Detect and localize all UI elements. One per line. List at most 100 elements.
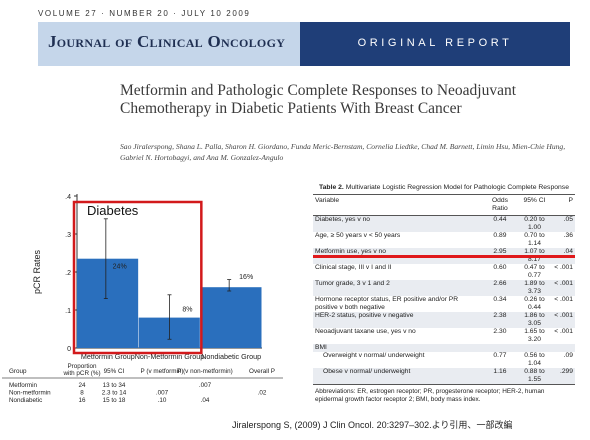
mini-header: Overall P	[249, 368, 275, 375]
cell-variable: Diabetes, yes v no	[313, 215, 483, 232]
y-tick-label: .4	[65, 194, 71, 201]
cell-p: < .001	[554, 264, 573, 271]
cell-odds-ratio: 0.34	[493, 296, 507, 303]
cell-odds-ratio: 0.44	[482, 215, 518, 232]
value-label: 8%	[182, 307, 192, 314]
col-p: P	[551, 194, 575, 216]
table-2: Table 2. Multivariate Logistic Regressio…	[313, 184, 575, 404]
diabetes-highlight-box	[72, 200, 203, 355]
citation: Jiralerspong S, (2009) J Clin Oncol. 20:…	[232, 420, 513, 430]
cell-variable: Tumor grade, 3 v 1 and 2	[313, 280, 483, 296]
mini-cell: Nondiabetic	[9, 397, 42, 404]
cell-variable: Overweight v normal/ underweight	[323, 352, 425, 359]
mini-cell: 8	[80, 390, 84, 397]
cell-p: .09	[563, 352, 573, 359]
value-label: 16%	[239, 274, 253, 281]
cell-p: .36	[563, 232, 573, 239]
cell-p: .05	[551, 215, 575, 232]
table-2-label: Table 2.	[319, 184, 344, 191]
cell-odds-ratio: 0.60	[493, 264, 507, 271]
table-2-title-text: Multivariate Logistic Regression Model f…	[345, 184, 569, 191]
cell-odds-ratio: 2.30	[493, 328, 507, 335]
table-row: Age, ≥ 50 years v < 50 years 0.89 0.70 to …	[313, 232, 575, 248]
table-row: BMI	[313, 344, 575, 352]
article-title: Metformin and Pathologic Complete Respon…	[120, 82, 517, 117]
mini-cell: 13 to 34	[103, 382, 126, 389]
cell-ci: 0.70 to 1.14	[524, 232, 545, 247]
table-row: HER-2 status, positive v negative 2.38 1.8…	[313, 312, 575, 328]
cell-ci	[517, 344, 552, 352]
table-row: Hormone receptor status, ER positive and…	[313, 296, 575, 312]
cell-ci: 0.88 to 1.55	[517, 368, 552, 385]
cell-odds-ratio: 2.66	[482, 280, 518, 296]
category-label: Nondiabetic Group	[201, 352, 261, 361]
pcr-summary-table: Group Proportion with pCR (%) 95% CI P (v me…	[0, 362, 285, 416]
metformin-highlight-line	[313, 255, 575, 258]
mini-cell: 2.3 to 14	[102, 390, 127, 397]
mini-cell: .04	[201, 397, 210, 404]
cell-ci: 1.65 to 3.20	[524, 328, 545, 343]
cell-variable: Hormone receptor status, ER positive and…	[315, 296, 459, 311]
bar	[77, 258, 139, 348]
journal-name: Journal of Clinical Oncology	[48, 32, 286, 51]
cell-p: < .001	[554, 328, 573, 335]
y-tick-label: .3	[65, 232, 71, 239]
col-ci: 95% CI	[517, 194, 552, 216]
y-tick-label: .1	[65, 308, 71, 315]
cell-variable: Clinical stage, III v I and II	[315, 264, 392, 271]
mini-cell: .007	[156, 390, 169, 397]
cell-p: < .001	[551, 280, 575, 296]
cell-p	[551, 344, 575, 352]
bar	[200, 287, 262, 348]
section-banner	[300, 22, 570, 66]
cell-ci: 1.89 to 3.73	[517, 280, 552, 296]
mini-header: 95% CI	[104, 368, 125, 375]
cell-p: .299	[551, 368, 575, 385]
mini-cell: 24	[78, 382, 86, 389]
category-label: Non-Metformin Group	[135, 352, 205, 361]
cell-variable: BMI	[313, 344, 483, 352]
mini-header: with pCR (%)	[62, 370, 100, 377]
cell-odds-ratio: 0.89	[493, 232, 507, 239]
table-row: Neoadjuvant taxane use, yes v no 2.30 1.65…	[313, 328, 575, 344]
cell-variable: HER-2 status, positive v negative	[313, 312, 483, 328]
article-authors: Sao Jiralerspong, Shana L. Palla, Sharon…	[120, 142, 566, 162]
y-tick-label: 0	[67, 346, 71, 353]
mini-cell: .02	[258, 390, 267, 397]
col-odds-ratio: Odds Ratio	[482, 194, 518, 216]
table-2-header-row: Variable Odds Ratio 95% CI P	[313, 194, 575, 216]
col-variable: Variable	[313, 194, 483, 216]
table-2-footnote: Abbreviations: ER, estrogen receptor; PR…	[313, 384, 575, 404]
table-row: Clinical stage, III v I and II 0.60 0.47 t…	[313, 264, 575, 280]
cell-odds-ratio: 0.77	[493, 352, 507, 359]
category-label: Metformin Group	[81, 352, 135, 361]
mini-header: P (v non-metformin)	[177, 368, 233, 375]
mini-cell: Metformin	[9, 382, 37, 389]
mini-cell: 15 to 18	[103, 397, 126, 404]
mini-cell: 16	[78, 397, 86, 404]
value-label: 24%	[113, 264, 127, 271]
volume-line: VOLUME 27 · NUMBER 20 · JULY 10 2009	[38, 9, 251, 18]
cell-variable: Obese v normal/ underweight	[313, 368, 483, 385]
cell-ci: 0.26 to 0.44	[524, 296, 545, 311]
table-row: Tumor grade, 3 v 1 and 2 2.66 1.89 to 3.73…	[313, 280, 575, 296]
mini-header: P (v metformin)	[141, 368, 184, 375]
cell-ci: 0.56 to 1.04	[524, 352, 545, 367]
mini-header: Proportion	[67, 363, 97, 370]
table-row: Diabetes, yes v no 0.44 0.20 to 1.00.05	[313, 215, 575, 232]
cell-ci: 0.20 to 1.00	[517, 215, 552, 232]
cell-odds-ratio: 1.16	[482, 368, 518, 385]
mini-cell: .007	[199, 382, 212, 389]
cell-odds-ratio	[482, 344, 518, 352]
y-tick-label: .2	[65, 270, 71, 277]
mini-header: Group	[9, 368, 27, 375]
mini-cell: Non-metformin	[9, 390, 51, 397]
cell-p: < .001	[554, 296, 573, 303]
table-row: Obese v normal/ underweight 1.16 0.88 to 1…	[313, 368, 575, 385]
cell-ci: 1.86 to 3.05	[517, 312, 552, 328]
table-2-title: Table 2. Multivariate Logistic Regressio…	[313, 184, 575, 192]
cell-ci: 0.47 to 0.77	[524, 264, 545, 279]
y-axis-label: pCR Rates	[32, 249, 42, 294]
section-label: ORIGINAL REPORT	[357, 37, 513, 49]
table-row: Overweight v normal/ underweight 0.77 0.56…	[313, 352, 575, 368]
